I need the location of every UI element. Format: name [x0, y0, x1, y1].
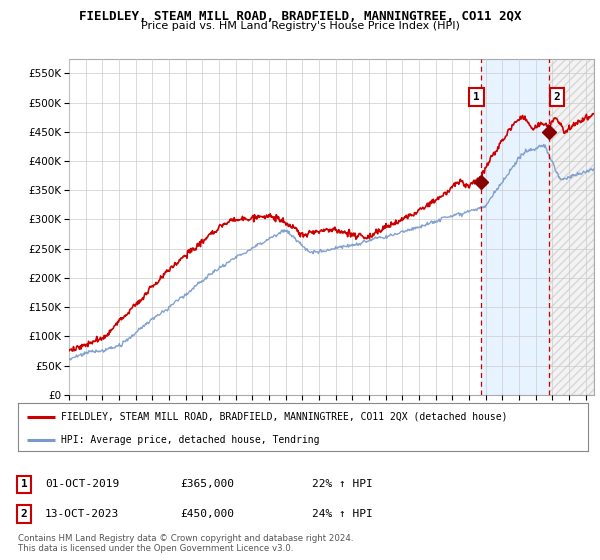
Text: 01-OCT-2019: 01-OCT-2019	[45, 479, 119, 489]
Text: Contains HM Land Registry data © Crown copyright and database right 2024.
This d: Contains HM Land Registry data © Crown c…	[18, 534, 353, 553]
Text: 1: 1	[473, 92, 480, 102]
Text: FIELDLEY, STEAM MILL ROAD, BRADFIELD, MANNINGTREE, CO11 2QX (detached house): FIELDLEY, STEAM MILL ROAD, BRADFIELD, MA…	[61, 412, 507, 422]
Text: FIELDLEY, STEAM MILL ROAD, BRADFIELD, MANNINGTREE, CO11 2QX: FIELDLEY, STEAM MILL ROAD, BRADFIELD, MA…	[79, 10, 521, 23]
Text: Price paid vs. HM Land Registry's House Price Index (HPI): Price paid vs. HM Land Registry's House …	[140, 21, 460, 31]
Text: 2: 2	[554, 92, 560, 102]
Bar	[549, 59, 594, 395]
Text: 1: 1	[20, 479, 28, 489]
Text: £450,000: £450,000	[180, 509, 234, 519]
Text: HPI: Average price, detached house, Tendring: HPI: Average price, detached house, Tend…	[61, 435, 319, 445]
Text: £365,000: £365,000	[180, 479, 234, 489]
Text: 22% ↑ HPI: 22% ↑ HPI	[312, 479, 373, 489]
Text: 13-OCT-2023: 13-OCT-2023	[45, 509, 119, 519]
Bar	[481, 59, 549, 395]
Text: 2: 2	[20, 509, 28, 519]
Text: 24% ↑ HPI: 24% ↑ HPI	[312, 509, 373, 519]
